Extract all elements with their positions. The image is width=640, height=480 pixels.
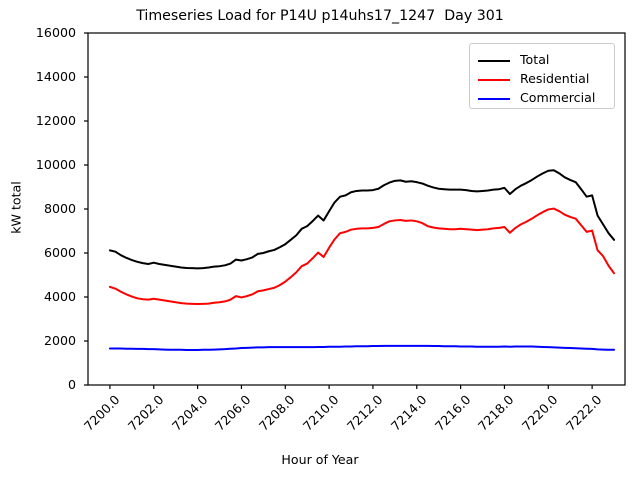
- legend-color-swatch: [478, 79, 510, 81]
- legend-label: Commercial: [520, 90, 596, 105]
- legend-entry: Total: [470, 50, 616, 72]
- series-line-commercial: [108, 344, 616, 352]
- series-line-residential: [108, 207, 616, 306]
- legend-entry: Residential: [470, 69, 616, 91]
- chart-title: Timeseries Load for P14U p14uhs17_1247 D…: [136, 8, 504, 24]
- x-axis-label: Hour of Year: [281, 452, 359, 467]
- series-line-total: [108, 169, 616, 270]
- y-tick-label: 10000: [35, 157, 76, 172]
- y-tick-label: 8000: [43, 201, 76, 216]
- legend-color-swatch: [478, 98, 510, 100]
- y-tick-label: 6000: [43, 245, 76, 260]
- legend-color-swatch: [478, 60, 510, 62]
- legend-entry: Commercial: [470, 88, 616, 110]
- y-tick-label: 12000: [35, 113, 76, 128]
- y-tick-label: 2000: [43, 333, 76, 348]
- y-tick-label: 14000: [35, 69, 76, 84]
- y-tick-label: 0: [67, 377, 76, 392]
- legend-label: Residential: [520, 71, 590, 86]
- y-axis-label: kW total: [8, 181, 24, 234]
- legend-label: Total: [520, 52, 550, 67]
- y-tick-label: 4000: [43, 289, 76, 304]
- chart-legend: Total Residential Commercial: [469, 43, 615, 109]
- y-tick-label: 16000: [35, 25, 76, 40]
